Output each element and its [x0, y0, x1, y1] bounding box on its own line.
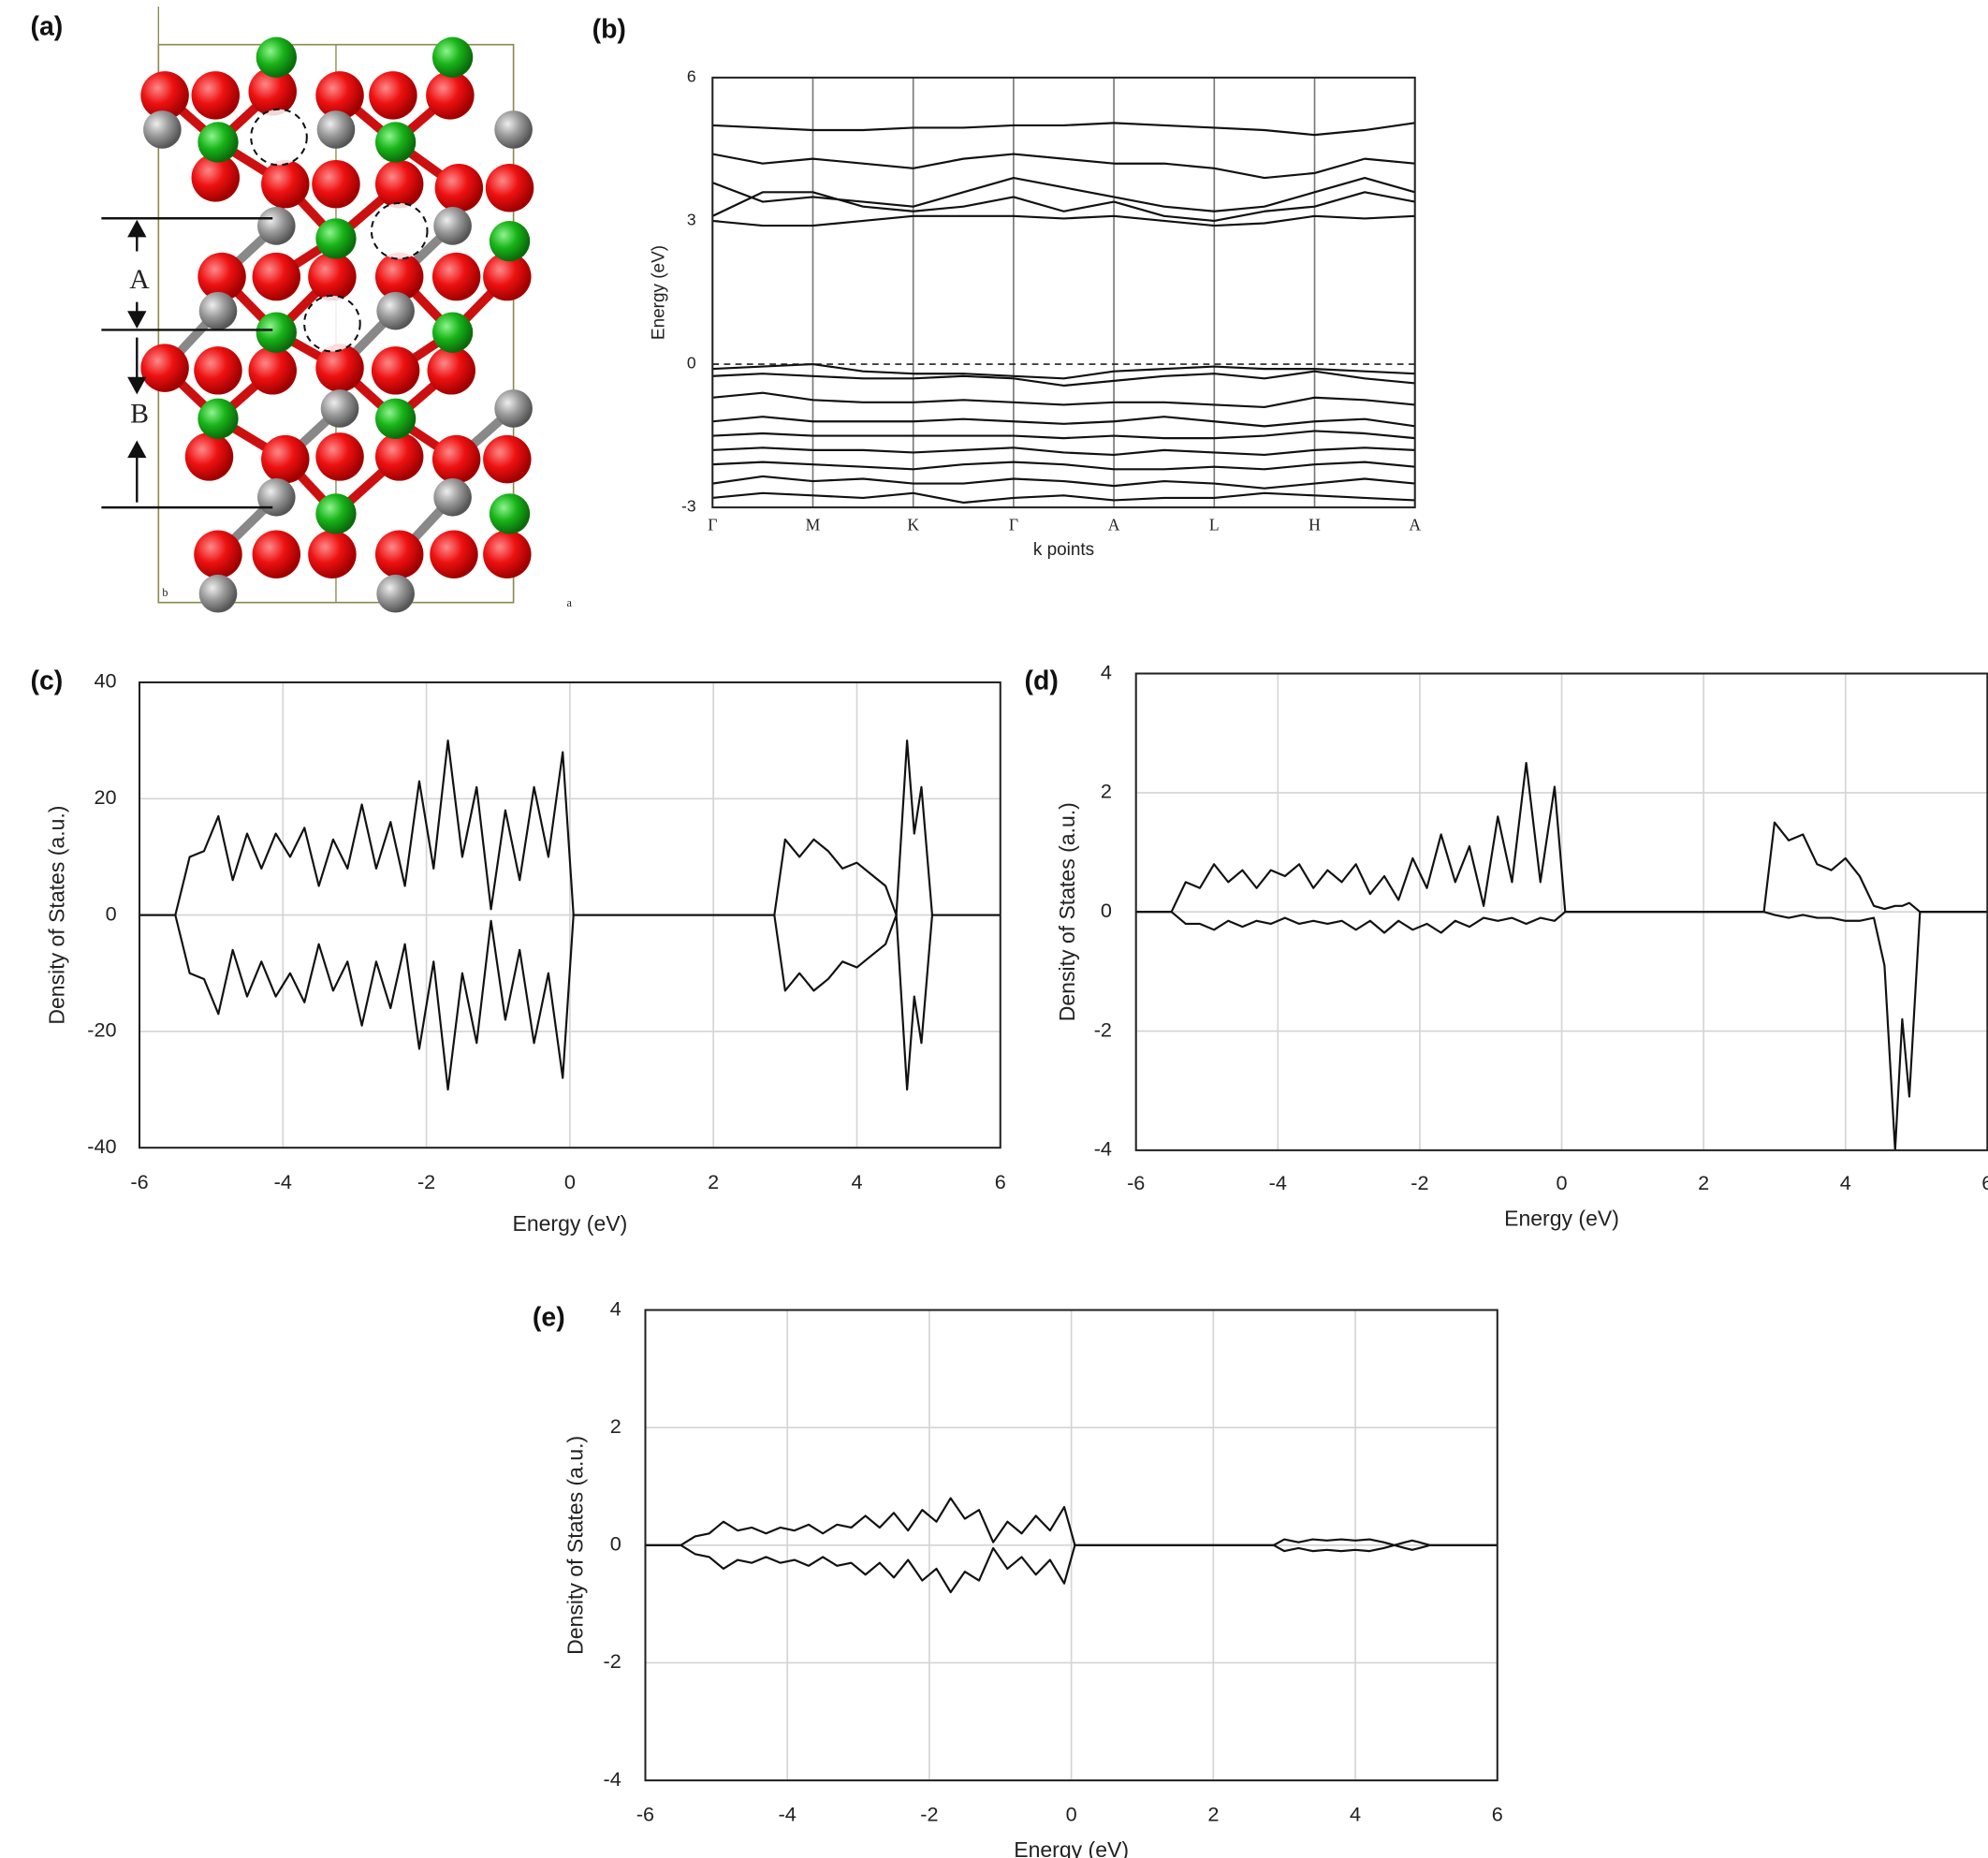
x-axis-label: Energy (eV): [1014, 1837, 1129, 1858]
x-axis-label: k points: [1033, 540, 1094, 560]
series-line: [712, 446, 1415, 457]
x-tick-label: M: [806, 515, 821, 534]
x-tick-label: -2: [920, 1803, 938, 1826]
x-tick-label: A: [1409, 515, 1421, 534]
chart: -6 -4 -2 0 2 4 6 4 2 0 -2 -4 Energy (eV) Density of S…: [533, 1296, 1503, 1858]
x-tick-label: Γ: [1009, 515, 1018, 534]
x-tick-label: -6: [636, 1803, 654, 1826]
y-tick-label: -4: [1094, 1137, 1112, 1161]
plot-frame: [1134, 672, 1988, 1151]
x-tick-label: 4: [851, 1170, 862, 1193]
y-tick-label: 4: [610, 1296, 621, 1320]
y-tick-label: 3: [687, 211, 696, 229]
y-axis-label: Density of States (a.u.): [1055, 802, 1079, 1021]
y-tick-label: -2: [1094, 1017, 1112, 1041]
plot-frame: [644, 1309, 1498, 1782]
x-tick-label: -6: [1127, 1171, 1145, 1194]
y-tick-label: 0: [687, 354, 696, 373]
x-tick-label: 0: [1556, 1171, 1567, 1194]
x-tick-label: 6: [1981, 1171, 1988, 1194]
y-tick-label: -4: [603, 1767, 621, 1791]
series-line: [712, 370, 1415, 388]
y-tick-label: 20: [95, 785, 117, 809]
x-tick-label: L: [1209, 515, 1220, 534]
y-tick-label: 0: [1101, 899, 1112, 922]
series-line: [712, 461, 1415, 471]
y-tick-label: -20: [87, 1018, 116, 1042]
series-line: [139, 739, 1001, 916]
x-tick-label: -4: [274, 1170, 292, 1193]
y-tick-label: 2: [1101, 780, 1112, 803]
series-line: [1135, 911, 1988, 1150]
x-tick-label: 6: [1492, 1803, 1503, 1826]
series-line: [1135, 761, 1988, 914]
panel-label: (e): [533, 1303, 565, 1333]
x-tick-label: 4: [1840, 1171, 1851, 1194]
y-tick-label: 2: [610, 1414, 621, 1438]
y-tick-label: 0: [106, 901, 117, 925]
series-line: [712, 214, 1415, 227]
x-tick-label: A: [1108, 515, 1120, 534]
x-tick-label: K: [907, 515, 919, 534]
layer-markers: [101, 217, 273, 509]
series-line: [139, 914, 1001, 1091]
axis-label: a: [567, 596, 573, 609]
oxygen-atoms: [140, 67, 534, 578]
x-tick-label: -2: [417, 1170, 435, 1193]
y-tick-label: -40: [87, 1134, 116, 1158]
series-line: [712, 430, 1415, 440]
x-tick-label: -4: [1269, 1171, 1287, 1194]
series-line: [712, 416, 1415, 428]
series-line: [712, 153, 1415, 180]
chart: Γ M K Γ A L H A 6 3 0 -3 k points Energy (eV) (b): [592, 14, 1422, 560]
x-tick-label: 6: [995, 1170, 1006, 1193]
crystal-structure: (a) A B b a: [31, 7, 573, 613]
series-line: [712, 491, 1415, 505]
y-axis-label: Density of States (a.u.): [44, 806, 68, 1025]
series-line: [712, 391, 1415, 409]
series-line: [645, 1543, 1498, 1594]
x-tick-label: -2: [1411, 1171, 1428, 1194]
layer-label: B: [130, 398, 149, 429]
panel-label: (b): [592, 14, 626, 44]
y-tick-label: -2: [603, 1649, 621, 1673]
panel-label: (c): [31, 666, 64, 696]
x-tick-label: 2: [1698, 1171, 1709, 1194]
series-line: [712, 475, 1415, 490]
series-line: [712, 362, 1415, 380]
y-axis-label: Density of States (a.u.): [563, 1436, 587, 1655]
x-axis-label: Energy (eV): [1504, 1206, 1619, 1230]
panel-label: (d): [1025, 666, 1059, 696]
x-tick-label: Γ: [708, 515, 717, 534]
plot-frame: [711, 76, 1416, 509]
x-tick-label: 4: [1350, 1803, 1361, 1826]
x-tick-label: H: [1308, 515, 1321, 534]
series-line: [645, 1497, 1498, 1546]
x-tick-label: 0: [564, 1170, 576, 1193]
x-tick-label: 0: [1066, 1803, 1077, 1826]
series-line: [712, 176, 1415, 212]
y-tick-label: 4: [1101, 660, 1112, 683]
x-tick-label: -4: [779, 1803, 797, 1826]
x-tick-label: 2: [1207, 1803, 1219, 1826]
y-tick-label: 0: [610, 1532, 621, 1556]
y-tick-label: 6: [687, 67, 696, 86]
x-tick-label: -6: [130, 1170, 148, 1193]
x-tick-label: 2: [708, 1170, 719, 1193]
series-line: [712, 191, 1415, 223]
chart: -6 -4 -2 0 2 4 6 4 2 0 -2 -4 Energy (eV) Density of S…: [1025, 660, 1988, 1230]
metal-atoms: [197, 37, 531, 534]
vacancies: [250, 108, 429, 353]
y-tick-label: 40: [95, 669, 117, 693]
axis-label: b: [162, 586, 168, 599]
series-line: [712, 122, 1415, 137]
plot-frame: [138, 681, 1001, 1149]
y-tick-label: -3: [681, 497, 696, 516]
panel-label: (a): [31, 12, 64, 42]
layer-label: A: [129, 264, 150, 295]
x-axis-label: Energy (eV): [512, 1211, 627, 1236]
y-axis-label: Energy (eV): [649, 245, 668, 340]
